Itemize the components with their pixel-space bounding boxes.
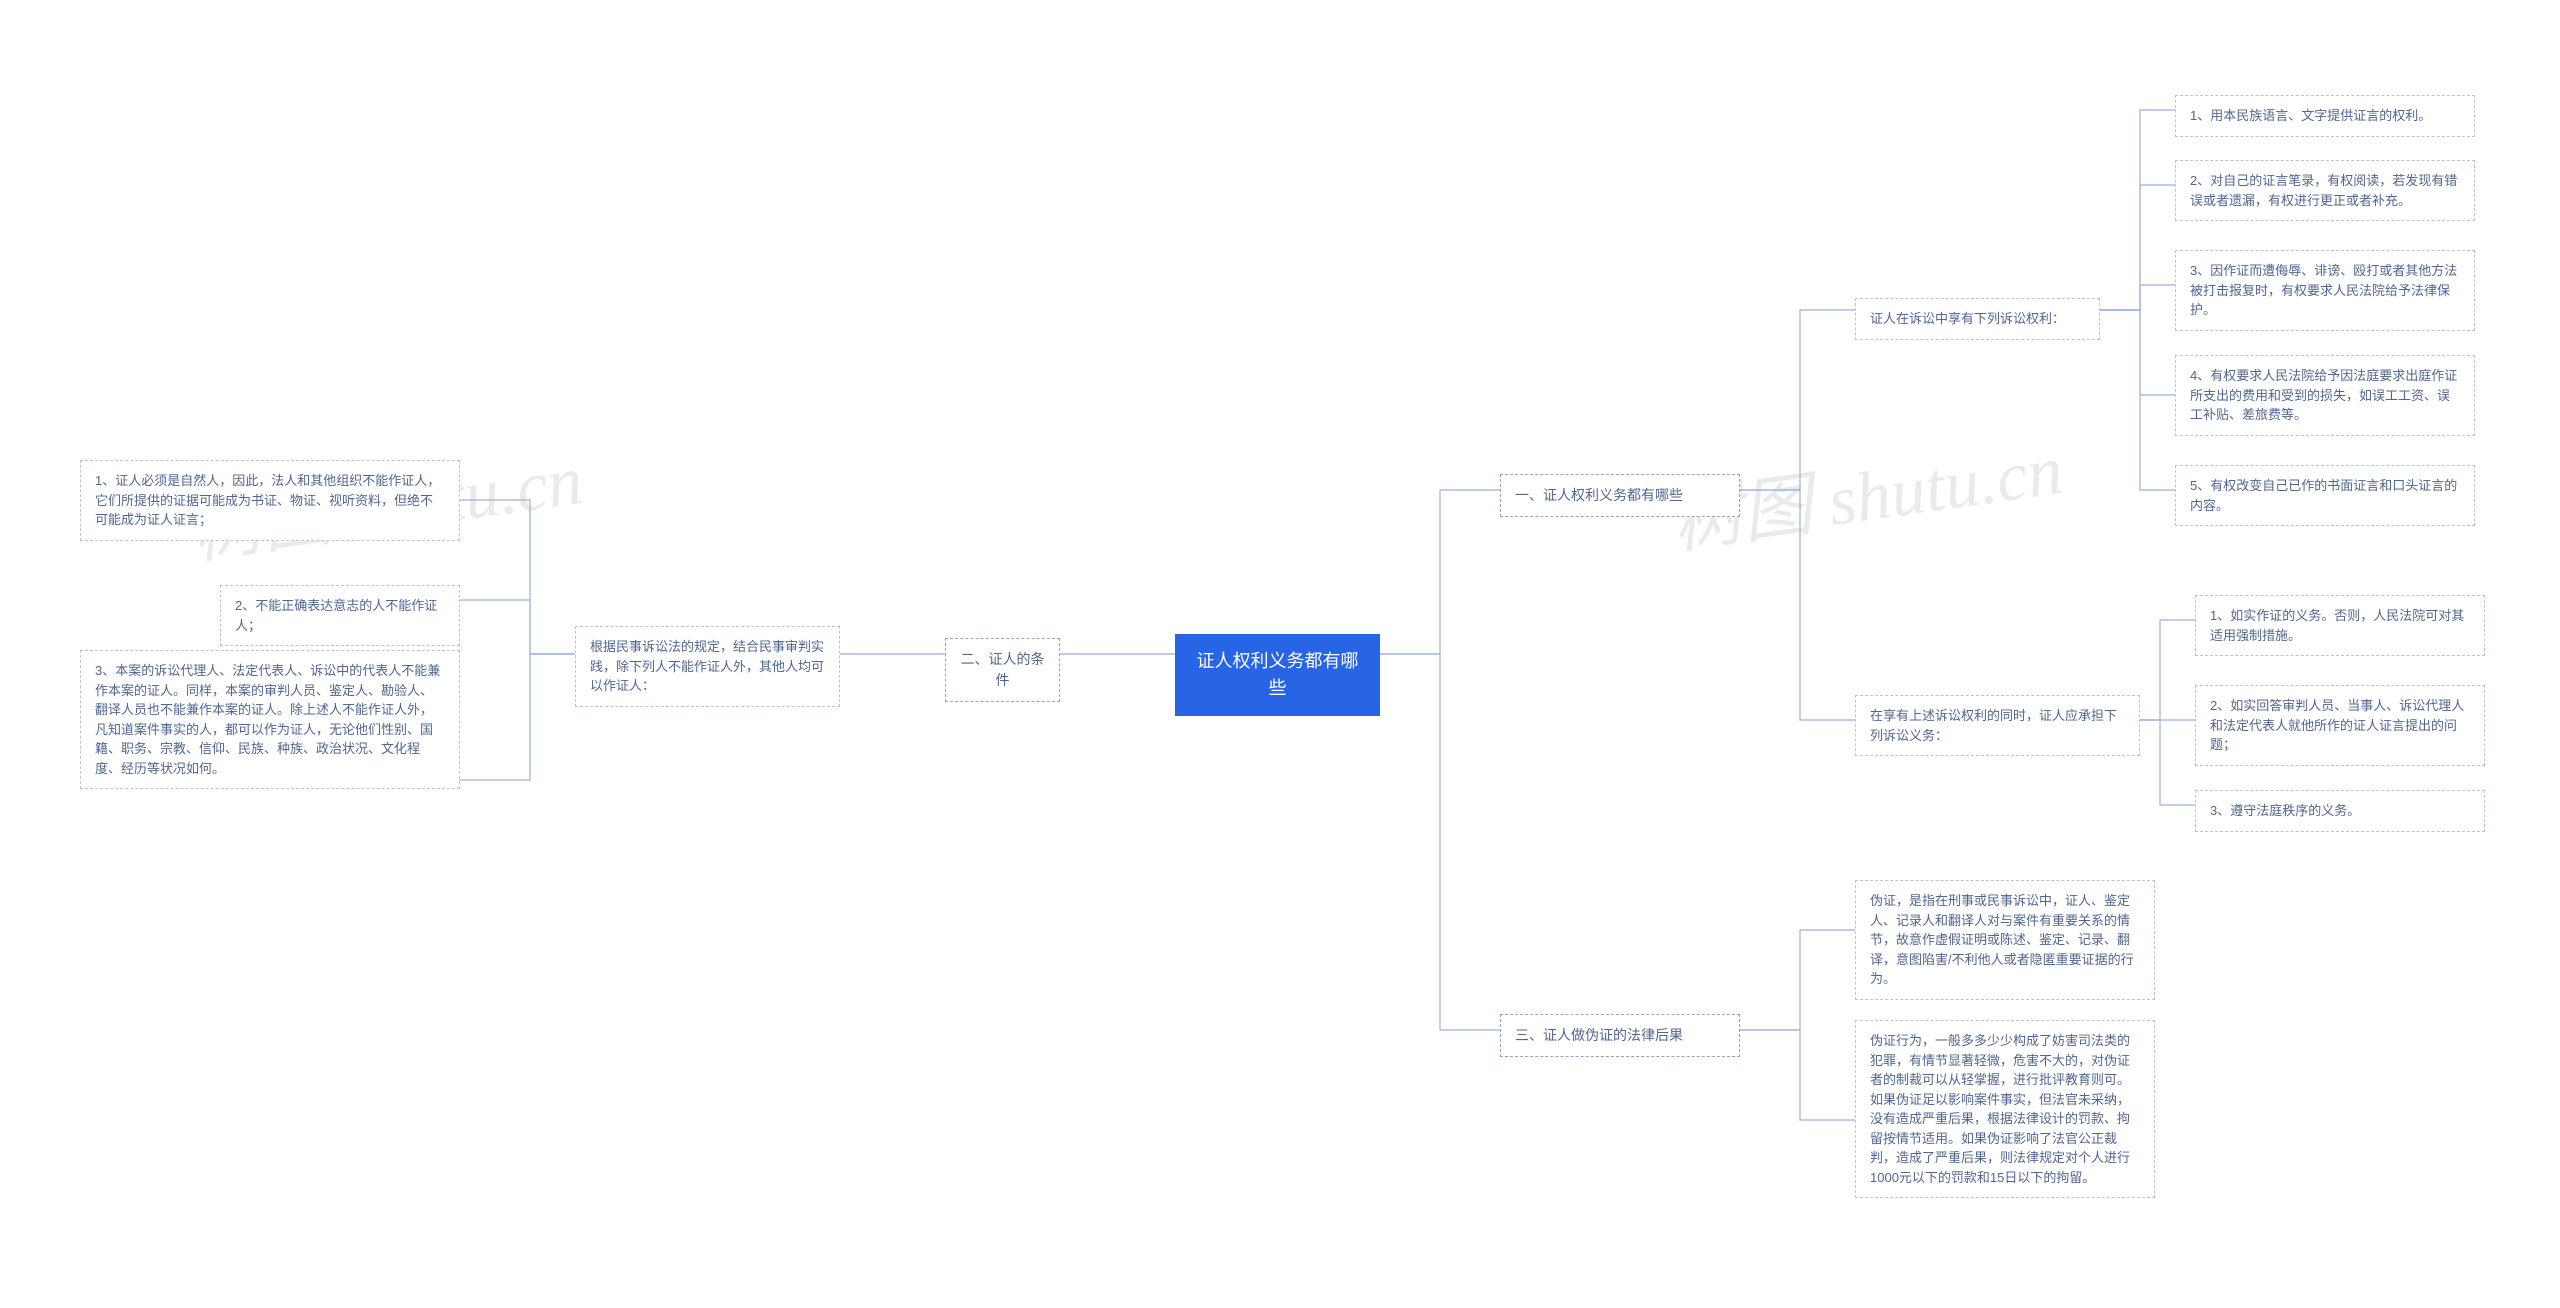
b1-s1-leaf-2: 2、对自己的证言笔录，有权阅读，若发现有错误或者遗漏，有权进行更正或者补充。 xyxy=(2175,160,2475,221)
branch-2: 二、证人的条件 xyxy=(945,638,1060,702)
b1-s1-leaf-1: 1、用本民族语言、文字提供证言的权利。 xyxy=(2175,95,2475,137)
b3-leaf-1: 伪证，是指在刑事或民事诉讼中，证人、鉴定人、记录人和翻译人对与案件有重要关系的情… xyxy=(1855,880,2155,1000)
b1-s2-leaf-3: 3、遵守法庭秩序的义务。 xyxy=(2195,790,2485,832)
b2-leaf-3: 3、本案的诉讼代理人、法定代表人、诉讼中的代表人不能兼作本案的证人。同样，本案的… xyxy=(80,650,460,789)
root-node: 证人权利义务都有哪些 xyxy=(1175,634,1380,716)
b1-s1-leaf-4: 4、有权要求人民法院给予因法庭要求出庭作证所支出的费用和受到的损失，如误工工资、… xyxy=(2175,355,2475,436)
branch-1: 一、证人权利义务都有哪些 xyxy=(1500,474,1740,517)
b1-s2-leaf-2: 2、如实回答审判人员、当事人、诉讼代理人和法定代表人就他所作的证人证言提出的问题… xyxy=(2195,685,2485,766)
b2-sub: 根据民事诉讼法的规定，结合民事审判实践，除下列人不能作证人外，其他人均可以作证人… xyxy=(575,626,840,707)
b3-leaf-2: 伪证行为，一般多多少少构成了妨害司法类的犯罪，有情节显著轻微，危害不大的，对伪证… xyxy=(1855,1020,2155,1198)
b1-s2-leaf-1: 1、如实作证的义务。否则，人民法院可对其适用强制措施。 xyxy=(2195,595,2485,656)
b1-sub-rights: 证人在诉讼中享有下列诉讼权利： xyxy=(1855,298,2100,340)
b1-s1-leaf-3: 3、因作证而遭侮辱、诽谤、殴打或者其他方法被打击报复时，有权要求人民法院给予法律… xyxy=(2175,250,2475,331)
b1-s1-leaf-5: 5、有权改变自己已作的书面证言和口头证言的内容。 xyxy=(2175,465,2475,526)
branch-3: 三、证人做伪证的法律后果 xyxy=(1500,1014,1740,1057)
b2-leaf-2: 2、不能正确表达意志的人不能作证人； xyxy=(220,585,460,646)
b2-leaf-1: 1、证人必须是自然人，因此，法人和其他组织不能作证人，它们所提供的证据可能成为书… xyxy=(80,460,460,541)
b1-sub-duties: 在享有上述诉讼权利的同时，证人应承担下列诉讼义务： xyxy=(1855,695,2140,756)
